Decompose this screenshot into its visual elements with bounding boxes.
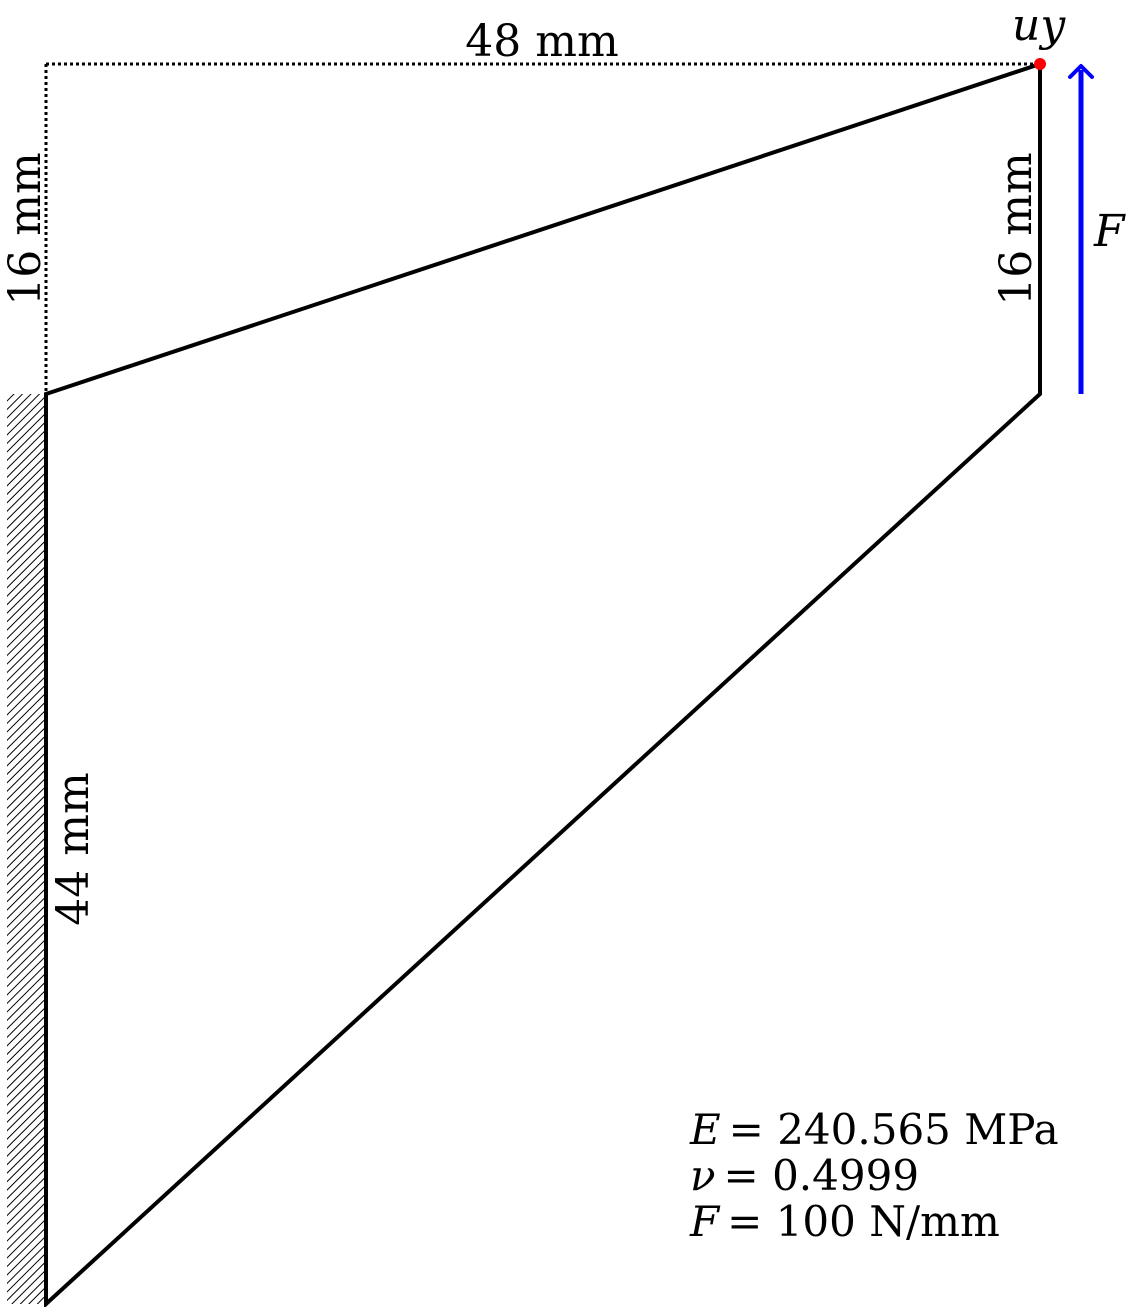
label-displacement: uy (1012, 0, 1066, 51)
parameter-E: E = 240.565 MPa (689, 1105, 1059, 1154)
membrane-outline (44, 61, 1042, 1307)
parameter-block: E = 240.565 MPa ν = 0.4999 F = 100 N/mm (689, 1105, 1059, 1246)
fixed-support-hatch (7, 394, 46, 1304)
label-top-width: 48 mm (465, 16, 618, 67)
label-right-height: 16 mm (991, 152, 1042, 305)
label-left-height: 44 mm (48, 772, 99, 925)
parameter-nu: ν = 0.4999 (690, 1151, 919, 1200)
label-left-top-height: 16 mm (0, 152, 51, 305)
label-force: F (1093, 206, 1126, 257)
parameter-F: F = 100 N/mm (689, 1197, 1000, 1246)
force-arrow (1068, 64, 1094, 394)
displacement-marker (1034, 58, 1046, 70)
